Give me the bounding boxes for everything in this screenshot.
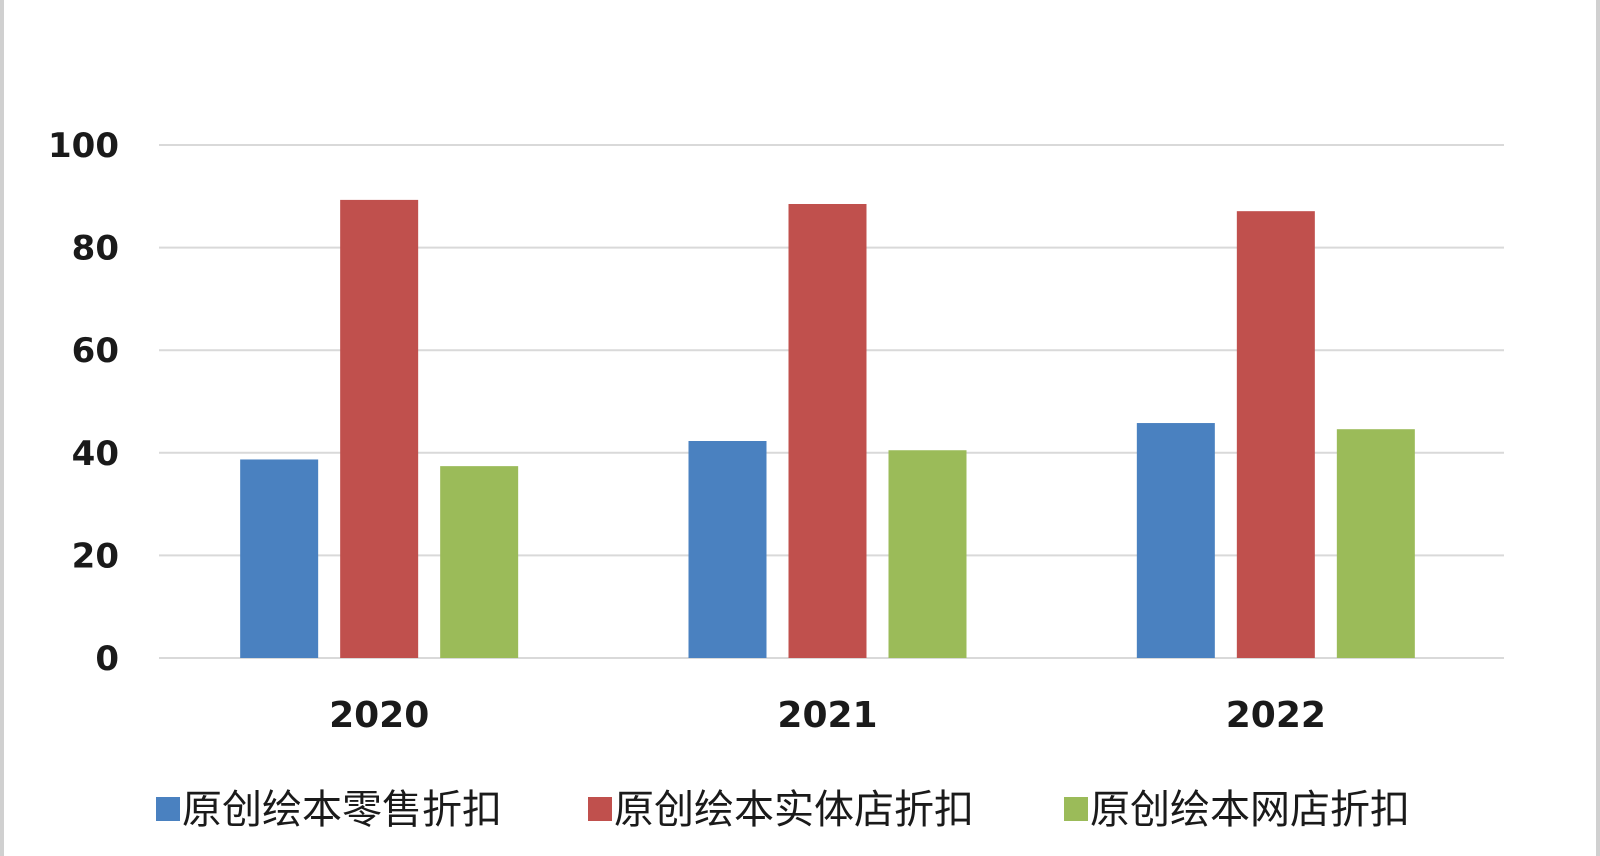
bar [440,466,519,658]
legend-swatch [156,797,180,821]
bar [240,459,319,658]
x-axis-labels: 2020 2021 2022 [329,695,1326,736]
y-tick-label: 60 [72,331,119,371]
legend-swatch [1064,797,1088,821]
y-tick-label: 80 [72,229,119,269]
y-tick-label: 0 [95,639,119,679]
x-tick-label: 2021 [777,695,877,736]
bar [688,441,767,658]
y-tick-label: 100 [48,126,119,166]
bars [240,199,1415,659]
bar [788,203,867,658]
y-tick-label: 40 [72,434,119,474]
legend-item: 原创绘本实体店折扣 [588,787,974,833]
legend-item: 原创绘本零售折扣 [156,787,502,833]
legend-label: 原创绘本实体店折扣 [614,787,974,833]
bar [1236,211,1315,658]
legend-swatch [588,797,612,821]
x-tick-label: 2020 [329,695,429,736]
bar [1336,429,1415,658]
bar [888,450,967,658]
y-tick-label: 20 [72,536,119,576]
y-axis-ticks: 0 20 40 60 80 100 [48,126,119,679]
legend-label: 原创绘本零售折扣 [182,787,502,833]
bar [1136,423,1215,658]
bar-chart: 0 20 40 60 80 100 2020 2021 2022 原创绘本零售折扣 原创绘本实体… [48,126,1504,833]
bar [340,199,419,659]
x-tick-label: 2022 [1226,695,1326,736]
legend-label: 原创绘本网店折扣 [1090,787,1410,833]
legend-item: 原创绘本网店折扣 [1064,787,1410,833]
legend: 原创绘本零售折扣 原创绘本实体店折扣 原创绘本网店折扣 [156,787,1410,833]
